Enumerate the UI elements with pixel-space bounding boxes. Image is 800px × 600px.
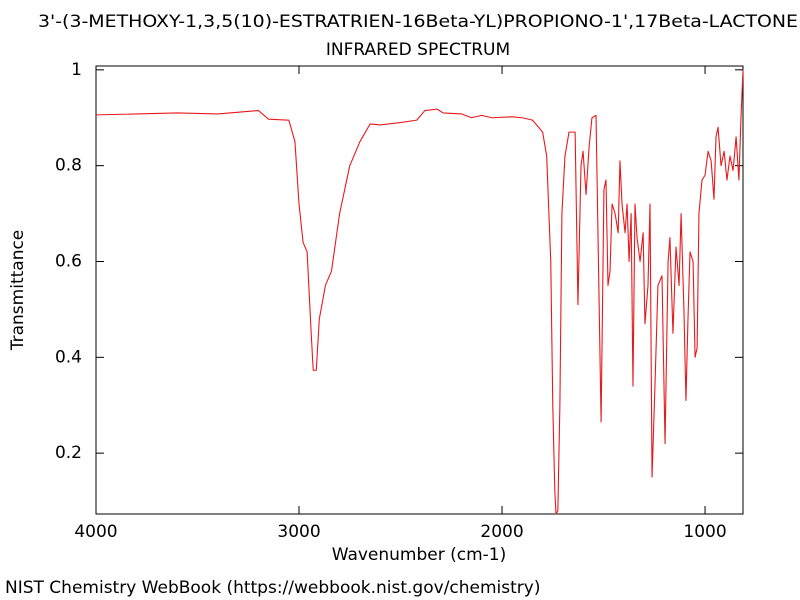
chart-subtitle: INFRARED SPECTRUM: [326, 40, 510, 60]
x-tick-label: 4000: [74, 522, 117, 542]
y-axis-label: Transmittance: [8, 230, 28, 352]
y-tick-label: 0.8: [55, 156, 82, 176]
x-tick-label: 1000: [683, 522, 726, 542]
x-tick-label: 2000: [480, 522, 523, 542]
chart-title: 3'-(3-METHOXY-1,3,5(10)-ESTRATRIEN-16Bet…: [38, 12, 798, 32]
y-tick-label: 1: [71, 60, 82, 80]
y-tick-label: 0.4: [55, 347, 82, 367]
plot-frame: [95, 65, 744, 515]
y-tick-label: 0.6: [55, 251, 82, 271]
y-tick-label: 0.2: [55, 443, 82, 463]
x-tick-label: 3000: [277, 522, 320, 542]
spectrum-line: [95, 69, 744, 515]
footer: NIST Chemistry WebBook (https://webbook.…: [5, 578, 540, 598]
x-axis-label: Wavenumber (cm-1): [332, 545, 507, 565]
